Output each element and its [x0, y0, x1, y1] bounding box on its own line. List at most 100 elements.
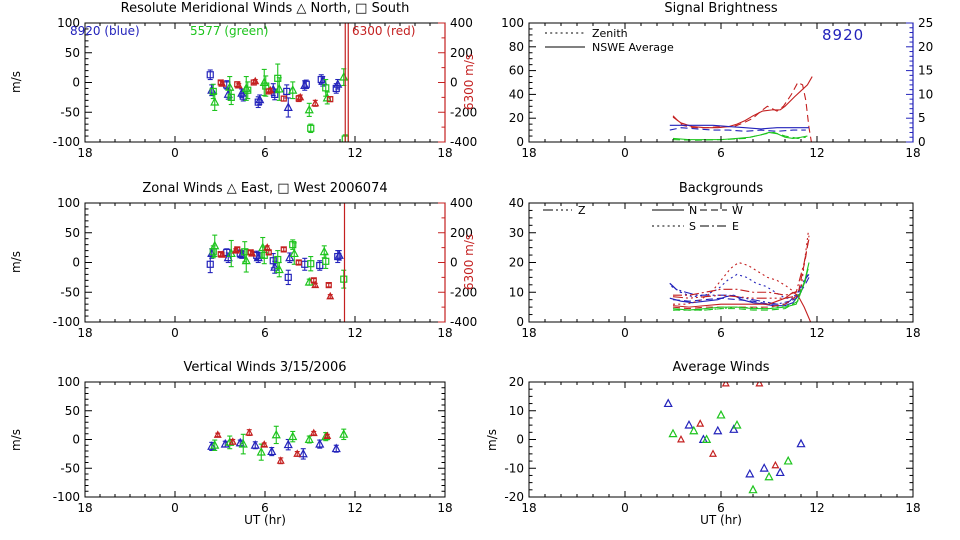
right-tick-label: 0: [918, 135, 926, 149]
y-tick-label: 10: [509, 404, 524, 418]
right-tick-label: 400: [450, 196, 473, 210]
x-tick-label: 6: [717, 501, 725, 515]
right-tick-label: 10: [918, 87, 933, 101]
y-tick-label: 80: [509, 40, 524, 54]
x-tick-label: 18: [437, 146, 452, 160]
x-tick-label: 0: [171, 326, 179, 340]
legend-label-z: Z: [578, 204, 586, 217]
x-tick-label: 18: [905, 146, 920, 160]
y-tick-label: 100: [57, 196, 80, 210]
data-layer: [206, 23, 349, 142]
y-tick-label: -100: [53, 315, 80, 329]
right-tick-label: -400: [450, 135, 477, 149]
data-layer: [206, 203, 348, 322]
y-tick-label: -20: [504, 490, 524, 504]
annotation-8920-blue: 8920 (blue): [70, 24, 140, 38]
x-tick-label: 18: [437, 326, 452, 340]
y-axis-label-average: m/s: [485, 429, 499, 451]
x-tick-label: 12: [809, 501, 824, 515]
y-tick-label: 50: [65, 226, 80, 240]
y-tick-label: 10: [509, 285, 524, 299]
x-tick-label: 18: [437, 501, 452, 515]
x-tick-label: 6: [261, 146, 269, 160]
y-axis-label-vertical: m/s: [9, 429, 23, 451]
x-tick-label: 18: [77, 326, 92, 340]
right-tick-label: 200: [450, 226, 473, 240]
data-layer: [669, 232, 812, 322]
right-tick-label: 20: [918, 40, 933, 54]
right-tick-label: 0: [450, 76, 458, 90]
panel-title-meridional-winds: Resolute Meridional Winds △ North, □ Sou…: [120, 1, 410, 16]
x-tick-label: 0: [621, 501, 629, 515]
x-tick-label: 12: [347, 326, 362, 340]
x-tick-label: 18: [77, 146, 92, 160]
right-tick-label: 200: [450, 46, 473, 60]
annotation-6300-red: 6300 (red): [352, 24, 416, 38]
x-tick-label: 18: [521, 501, 536, 515]
y-tick-label: 0: [516, 433, 524, 447]
y-tick-label: -10: [504, 461, 524, 475]
y-tick-label: -100: [53, 490, 80, 504]
y-tick-label: -50: [60, 285, 80, 299]
x-tick-label: 18: [77, 501, 92, 515]
y-tick-label: 50: [65, 46, 80, 60]
x-axis-label-average-winds: UT (hr): [700, 513, 742, 527]
y-tick-label: 20: [509, 375, 524, 389]
y-tick-label: 40: [509, 87, 524, 101]
x-tick-label: 12: [347, 146, 362, 160]
legend-label-s: S: [689, 220, 696, 233]
x-axis-label-vertical-winds: UT (hr): [244, 513, 286, 527]
y-axis-label-meridional: m/s: [9, 71, 23, 93]
x-tick-label: 12: [809, 146, 824, 160]
x-tick-label: 0: [621, 146, 629, 160]
right-tick-label: 400: [450, 16, 473, 30]
panel-title-backgrounds: Backgrounds: [678, 181, 764, 196]
data-layer: [663, 382, 806, 494]
x-tick-label: 0: [621, 326, 629, 340]
legend-label-w: W: [732, 204, 743, 217]
y-tick-label: 40: [509, 196, 524, 210]
panel-title-signal-brightness: Signal Brightness: [664, 1, 778, 16]
x-tick-label: 0: [171, 146, 179, 160]
right-axis-label-meridional-6300: 6300 m/s: [462, 53, 476, 111]
y-axis-label-zonal: m/s: [9, 251, 23, 273]
right-axis-label-zonal-6300: 6300 m/s: [462, 233, 476, 291]
x-tick-label: 18: [521, 146, 536, 160]
x-tick-label: 18: [521, 326, 536, 340]
x-tick-label: 12: [347, 501, 362, 515]
x-tick-label: 6: [717, 146, 725, 160]
y-tick-label: 100: [57, 16, 80, 30]
y-tick-label: 0: [72, 433, 80, 447]
y-tick-label: 30: [509, 226, 524, 240]
y-tick-label: 100: [501, 16, 524, 30]
right-tick-label: 15: [918, 64, 933, 78]
y-tick-label: 100: [57, 375, 80, 389]
right-tick-label: 5: [918, 111, 926, 125]
x-tick-label: 6: [717, 326, 725, 340]
legend-label-e: E: [732, 220, 739, 233]
x-tick-label: 12: [809, 326, 824, 340]
right-tick-label: -200: [450, 285, 477, 299]
panel-title-vertical-winds: Vertical Winds 3/15/2006: [183, 360, 347, 375]
right-tick-label: 0: [450, 256, 458, 270]
y-tick-label: 0: [72, 76, 80, 90]
y-tick-label: 60: [509, 64, 524, 78]
y-tick-label: 0: [72, 256, 80, 270]
y-tick-label: 20: [509, 111, 524, 125]
data-layer: [207, 425, 349, 465]
data-layer: [669, 76, 813, 142]
panel-title-zonal-winds: Zonal Winds △ East, □ West 2006074: [142, 181, 388, 196]
y-tick-label: 0: [516, 315, 524, 329]
y-tick-label: 50: [65, 404, 80, 418]
panel-title-average-winds: Average Winds: [672, 360, 770, 375]
x-tick-label: 0: [171, 501, 179, 515]
y-tick-label: -50: [60, 105, 80, 119]
y-tick-label: 0: [516, 135, 524, 149]
